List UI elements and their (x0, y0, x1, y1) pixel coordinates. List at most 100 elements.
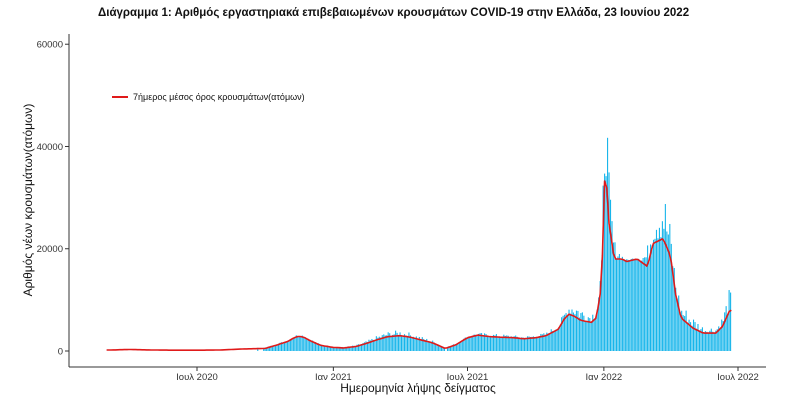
bar-690 (617, 256, 619, 351)
bar-460 (446, 347, 449, 351)
bar-556 (518, 337, 520, 351)
y-ticks: 0 20000 40000 60000 (37, 40, 69, 358)
bar-470 (454, 345, 456, 351)
bar-544 (509, 337, 511, 351)
bar-446 (436, 344, 438, 351)
bar-620 (565, 313, 567, 351)
bar-814 (709, 330, 711, 351)
bar-448 (438, 344, 440, 351)
bar-294 (323, 345, 326, 351)
bar-238 (282, 342, 284, 351)
bar-224 (272, 346, 274, 351)
bar-352 (366, 341, 368, 351)
bar-462 (448, 346, 450, 351)
bar-392 (396, 332, 398, 351)
bar-694 (620, 258, 622, 351)
bar-578 (534, 336, 536, 351)
bar-250 (291, 338, 293, 351)
bar-278 (312, 340, 314, 351)
bar-710 (632, 258, 634, 351)
bar-370 (380, 337, 382, 351)
bar-600 (550, 329, 552, 351)
bar-700 (624, 260, 626, 351)
bar-472 (455, 343, 457, 351)
bar-214 (264, 347, 266, 351)
bar-324 (346, 347, 348, 351)
bar-642 (581, 312, 583, 351)
bar-366 (377, 337, 379, 351)
bar-810 (706, 331, 708, 351)
bar-568 (526, 336, 529, 351)
bar-440 (432, 340, 434, 351)
bar-670 (602, 185, 604, 351)
bar-644 (583, 315, 585, 351)
bar-480 (461, 340, 463, 351)
bar-476 (458, 342, 460, 351)
bar-524 (494, 335, 496, 351)
bar-826 (718, 326, 720, 351)
bar-404 (405, 335, 407, 351)
bar-244 (286, 341, 288, 351)
bar-566 (525, 337, 527, 351)
bar-434 (427, 341, 429, 351)
bar-320 (343, 347, 345, 351)
bar-272 (307, 338, 309, 351)
bar-608 (556, 329, 558, 351)
bar-226 (273, 345, 275, 351)
bar-382 (389, 333, 391, 351)
bar-260 (298, 336, 300, 351)
legend-label: 7ήμερος μέσος όρος κρουσμάτων(ατόμων) (133, 92, 305, 102)
bar-802 (700, 329, 702, 351)
bar-506 (481, 333, 483, 351)
bar-664 (598, 297, 600, 351)
bar-384 (390, 336, 392, 351)
bar-842 (730, 292, 732, 351)
bar-410 (409, 335, 411, 351)
bar-412 (411, 337, 413, 351)
bar-374 (383, 334, 385, 351)
bar-718 (638, 258, 640, 351)
bar-240 (283, 341, 285, 351)
bar-332 (352, 345, 354, 351)
bar-768 (675, 287, 677, 351)
bar-554 (516, 336, 518, 351)
bar-316 (340, 347, 342, 351)
bar-364 (375, 336, 377, 351)
bar-474 (457, 343, 459, 351)
bar-816 (710, 328, 712, 351)
bar-354 (368, 339, 370, 351)
bar-574 (531, 336, 533, 351)
bar-624 (568, 309, 570, 351)
bar-436 (429, 341, 431, 351)
bar-646 (584, 320, 586, 351)
bar-340 (358, 344, 360, 351)
bar-222 (270, 345, 272, 351)
bar-722 (641, 260, 643, 351)
bar-400 (402, 335, 404, 351)
bar-692 (618, 254, 620, 351)
bar-594 (546, 332, 548, 351)
x-tick-label-1: Ιαν 2021 (315, 372, 352, 383)
bar-680 (609, 199, 612, 351)
bar-402 (403, 334, 406, 351)
y-tick-label-2: 40000 (37, 142, 63, 153)
bar-612 (559, 324, 561, 351)
bar-686 (614, 242, 616, 351)
bar-334 (353, 345, 355, 351)
bar-318 (341, 346, 343, 351)
bar-760 (669, 223, 671, 351)
bar-592 (544, 334, 546, 351)
bar-452 (441, 346, 443, 351)
bar-636 (577, 310, 579, 351)
bar-650 (587, 317, 589, 351)
chart-title: Διάγραμμα 1: Αριθμός εργαστηριακά επιβεβ… (98, 7, 690, 19)
bar-818 (712, 331, 714, 351)
bar-342 (359, 344, 361, 351)
bar-372 (381, 335, 383, 351)
bar-588 (541, 334, 543, 351)
bar-216 (266, 347, 268, 351)
bar-630 (572, 312, 575, 351)
bar-424 (420, 339, 422, 351)
bar-674 (605, 176, 607, 351)
